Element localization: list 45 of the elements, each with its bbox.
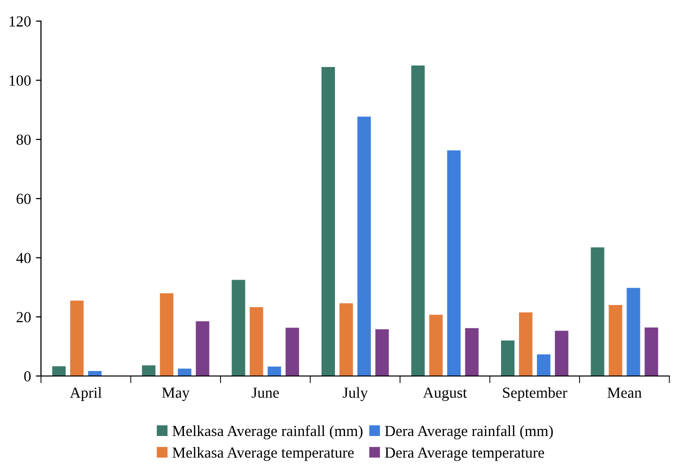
bar bbox=[178, 368, 192, 376]
x-tick-label: September bbox=[503, 387, 568, 401]
y-tick-label: 80 bbox=[16, 134, 31, 145]
bar bbox=[142, 365, 156, 376]
bar bbox=[590, 247, 604, 376]
y-tick-label: 0 bbox=[24, 371, 31, 382]
y-tick-label: 100 bbox=[10, 75, 31, 86]
x-tick-label: April bbox=[70, 387, 102, 401]
x-tick-label: August bbox=[423, 388, 467, 401]
bar bbox=[70, 300, 84, 376]
bar bbox=[250, 307, 264, 376]
bar bbox=[375, 329, 389, 376]
x-tick-label: Mean bbox=[608, 388, 642, 398]
bar bbox=[232, 280, 246, 376]
bar bbox=[518, 312, 532, 376]
y-tick-label: 40 bbox=[16, 252, 31, 264]
bar bbox=[447, 150, 461, 376]
x-tick-label: June bbox=[252, 388, 279, 398]
bar bbox=[465, 328, 479, 376]
legend-label: Melkasa Average rainfall (mm) bbox=[172, 425, 362, 440]
bar bbox=[411, 66, 425, 376]
bar bbox=[268, 366, 282, 376]
bar bbox=[357, 116, 371, 376]
legend-label: Dera Average rainfall (mm) bbox=[384, 425, 553, 440]
bar bbox=[608, 305, 622, 376]
x-tick-label: July bbox=[342, 387, 368, 402]
y-tick-label: 60 bbox=[16, 194, 31, 204]
bar bbox=[644, 328, 658, 376]
bar bbox=[501, 340, 514, 376]
bar bbox=[536, 354, 550, 376]
legend-label: Melkasa Average temperature bbox=[172, 447, 354, 461]
bar bbox=[322, 66, 335, 376]
bar bbox=[339, 303, 353, 376]
bar bbox=[88, 370, 102, 376]
y-tick-label: 20 bbox=[16, 312, 31, 322]
legend-label: Dera Average temperature bbox=[384, 448, 544, 461]
y-tick-label: 120 bbox=[10, 16, 31, 27]
bar bbox=[286, 328, 300, 376]
bar bbox=[52, 366, 66, 376]
bar bbox=[626, 288, 640, 376]
bar bbox=[429, 314, 443, 376]
bar bbox=[554, 330, 568, 376]
bar bbox=[196, 321, 210, 376]
bar bbox=[160, 293, 174, 376]
x-tick-label: May bbox=[162, 388, 190, 401]
